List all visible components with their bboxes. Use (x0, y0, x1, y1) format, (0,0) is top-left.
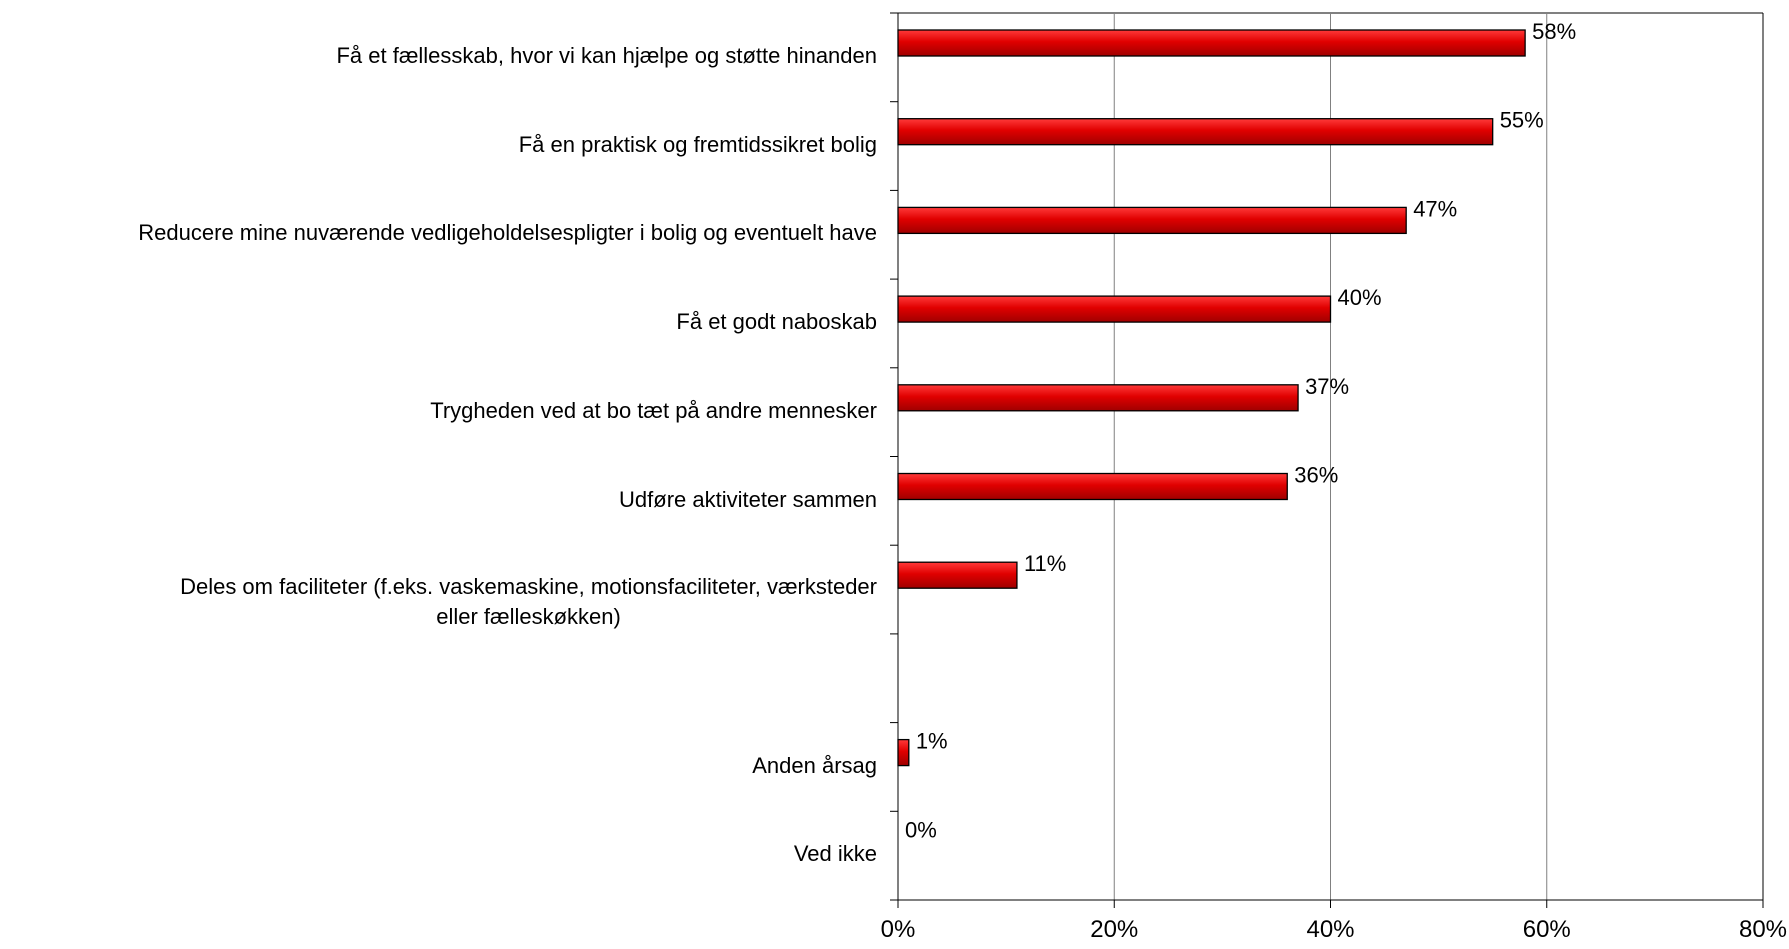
value-label-4: 37% (1305, 374, 1349, 399)
x-tick-label-1: 20% (1090, 916, 1138, 943)
x-tick-label-4: 80% (1739, 916, 1787, 943)
category-label-line: Få en praktisk og fremtidssikret bolig (518, 131, 877, 157)
value-label-8: 1% (916, 729, 948, 754)
category-label-line: Deles om faciliteter (f.eks. vaskemaskin… (180, 574, 877, 600)
bar-6 (897, 561, 1018, 589)
category-label-line: Ved ikke (793, 841, 877, 867)
category-label-line: Trygheden ved at bo tæt på andre mennesk… (430, 397, 877, 423)
category-label-line: Udføre aktiviteter sammen (619, 486, 877, 512)
bar-3 (897, 295, 1332, 323)
x-tick-label-2: 40% (1306, 916, 1354, 943)
value-label-0: 58% (1532, 19, 1576, 44)
x-tick-label-0: 0% (881, 916, 916, 943)
category-label-line: Anden årsag (752, 752, 877, 778)
category-label-line: eller fælleskøkken) (436, 604, 621, 630)
bar-8 (897, 738, 910, 767)
category-label-line: Reducere mine nuværende vedligeholdelses… (138, 220, 877, 246)
bar-0 (897, 29, 1526, 57)
category-label-4: Trygheden ved at bo tæt på andre mennesk… (430, 396, 877, 426)
category-label-8: Anden årsag (752, 751, 877, 781)
x-tick-label-3: 60% (1523, 916, 1571, 943)
value-label-6: 11% (1024, 551, 1066, 576)
bar-1 (897, 118, 1494, 146)
bar-2 (897, 206, 1407, 235)
value-label-2: 47% (1413, 196, 1457, 221)
bar-5 (897, 472, 1288, 501)
value-label-9: 0% (905, 817, 937, 842)
bar-4 (897, 384, 1299, 412)
category-label-line: Få et godt naboskab (676, 309, 877, 335)
category-label-1: Få en praktisk og fremtidssikret bolig (519, 130, 877, 160)
category-label-5: Udføre aktiviteter sammen (619, 485, 877, 515)
category-label-9: Ved ikke (794, 839, 877, 869)
category-label-2: Reducere mine nuværende vedligeholdelses… (138, 218, 877, 248)
category-label-3: Få et godt naboskab (676, 307, 877, 337)
category-label-6: Deles om faciliteter (f.eks. vaskemaskin… (180, 572, 877, 632)
value-label-1: 55% (1500, 108, 1544, 133)
value-label-3: 40% (1338, 285, 1382, 310)
category-label-0: Få et fællesskab, hvor vi kan hjælpe og … (336, 41, 877, 71)
category-label-line: Få et fællesskab, hvor vi kan hjælpe og … (336, 43, 877, 68)
value-label-5: 36% (1294, 463, 1338, 488)
